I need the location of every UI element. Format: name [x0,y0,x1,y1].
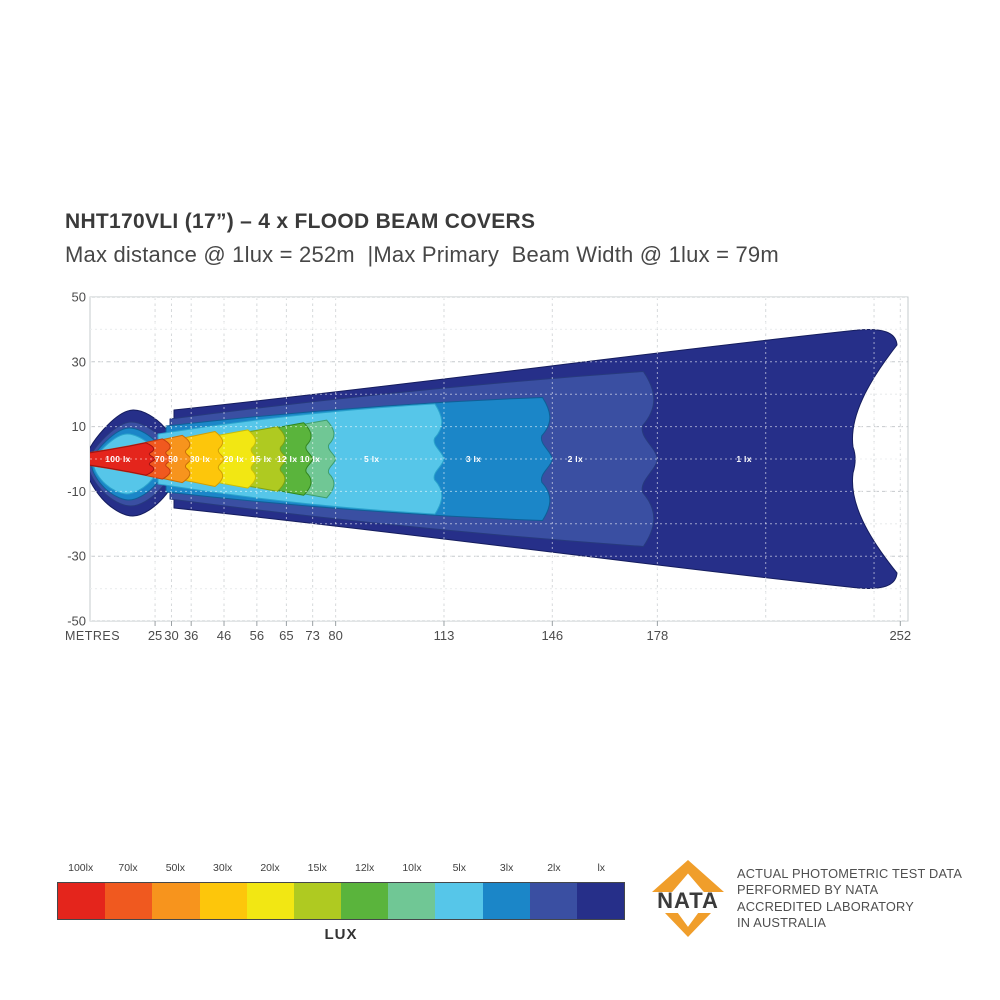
legend-swatch [435,883,483,919]
legend-swatch [341,883,389,919]
legend-swatch [576,883,625,919]
legend-item-label: 15lx [307,862,327,874]
legend-caption: LUX [324,926,358,943]
y-axis-tick-label: -10 [67,484,86,499]
contour-label-20lx: 20 lx [224,454,244,464]
x-axis-title: METRES [65,629,120,643]
y-axis-tick-label: 10 [72,419,86,434]
x-axis-tick-label: 178 [647,628,669,643]
legend-item-label: 100lx [68,862,94,874]
y-axis-tick-label: 50 [72,290,86,305]
legend-item-label: 70lx [118,862,138,874]
page-title: NHT170VLI (17”) – 4 x FLOOD BEAM COVERS [65,210,536,233]
lux-legend: 100lx 70lx 50lx 30lx 20lx 15lx 12lx 10lx 5lx 3lx 2… [57,862,625,943]
nata-statement-line: PERFORMED BY NATA [737,882,879,898]
x-axis-tick-label: 25 [148,628,162,643]
contour-label-50lx: 50 [168,454,178,464]
legend-item-label: 10lx [402,862,422,874]
x-axis-tick-label: 113 [434,628,455,643]
legend-swatch [105,883,153,919]
legend-swatch [293,883,342,919]
x-axis-tick-label: 73 [305,628,319,643]
legend-item-label: 30lx [213,862,233,874]
nata-statement-line: IN AUSTRALIA [737,915,827,931]
x-axis-tick-label: 56 [250,628,264,643]
contour-label-15lx: 15 lx [251,454,271,464]
contour-label-30lx: 30 lx [190,454,210,464]
legend-labels-row: 100lx 70lx 50lx 30lx 20lx 15lx 12lx 10lx 5lx 3lx 2… [57,862,625,882]
legend-swatch [199,883,247,919]
page-subtitle: Max distance @ 1lux = 252m |Max Primary … [65,242,779,267]
legend-item-label: lx [597,862,606,874]
nata-logo-text: NATA [657,888,719,913]
contour-label-10lx: 10 lx [300,454,320,464]
legend-item-label: 12lx [355,862,375,874]
contour-label-12lx: 12 lx [277,454,297,464]
legend-swatch [58,883,106,919]
contour-label-100lx: 100 lx [105,454,130,464]
y-axis-tick-label: -50 [67,614,86,629]
legend-swatch [388,883,436,919]
x-axis-tick-label: 146 [541,628,563,643]
legend-swatch [246,883,294,919]
nata-chevron-down-icon [665,913,711,937]
x-axis-tick-label: 46 [217,628,231,643]
legend-swatch-bar [57,882,625,920]
nata-statement-line: ACCREDITED LABORATORY [737,898,914,914]
grid-overlay [90,297,908,621]
legend-item-label: 5lx [452,862,466,874]
x-axis-tick-label: 80 [328,628,342,643]
contour-label-5lx: 5 lx [364,454,379,464]
contour-label-1lx: 1 lx [736,454,751,464]
legend-item-label: 50lx [165,862,185,874]
y-axis-tick-label: -30 [67,549,86,564]
x-axis-tick-label: 65 [279,628,293,643]
x-axis-tick-label: 36 [184,628,198,643]
contour-label-2lx: 2 lx [568,454,583,464]
legend-swatch [529,883,577,919]
y-axis-tick-label: 30 [72,354,86,369]
nata-statement: ACTUAL PHOTOMETRIC TEST DATA PERFORMED B… [737,866,962,932]
legend-swatch [482,883,530,919]
nata-statement-line: ACTUAL PHOTOMETRIC TEST DATA [737,866,963,881]
x-axis-tick-label: 30 [164,628,178,643]
legend-swatch [152,883,200,919]
nata-accreditation: NATA ACTUAL PHOTOMETRIC TEST DATA PERFOR… [650,858,980,944]
contour-label-70lx: 70 [155,454,165,464]
x-axis-tick-label: 252 [889,628,911,643]
legend-item-label: 2lx [547,862,561,874]
legend-item-label: 3lx [499,862,514,874]
contour-label-3lx: 3 lx [466,454,481,464]
legend-item-label: 20lx [260,862,280,874]
